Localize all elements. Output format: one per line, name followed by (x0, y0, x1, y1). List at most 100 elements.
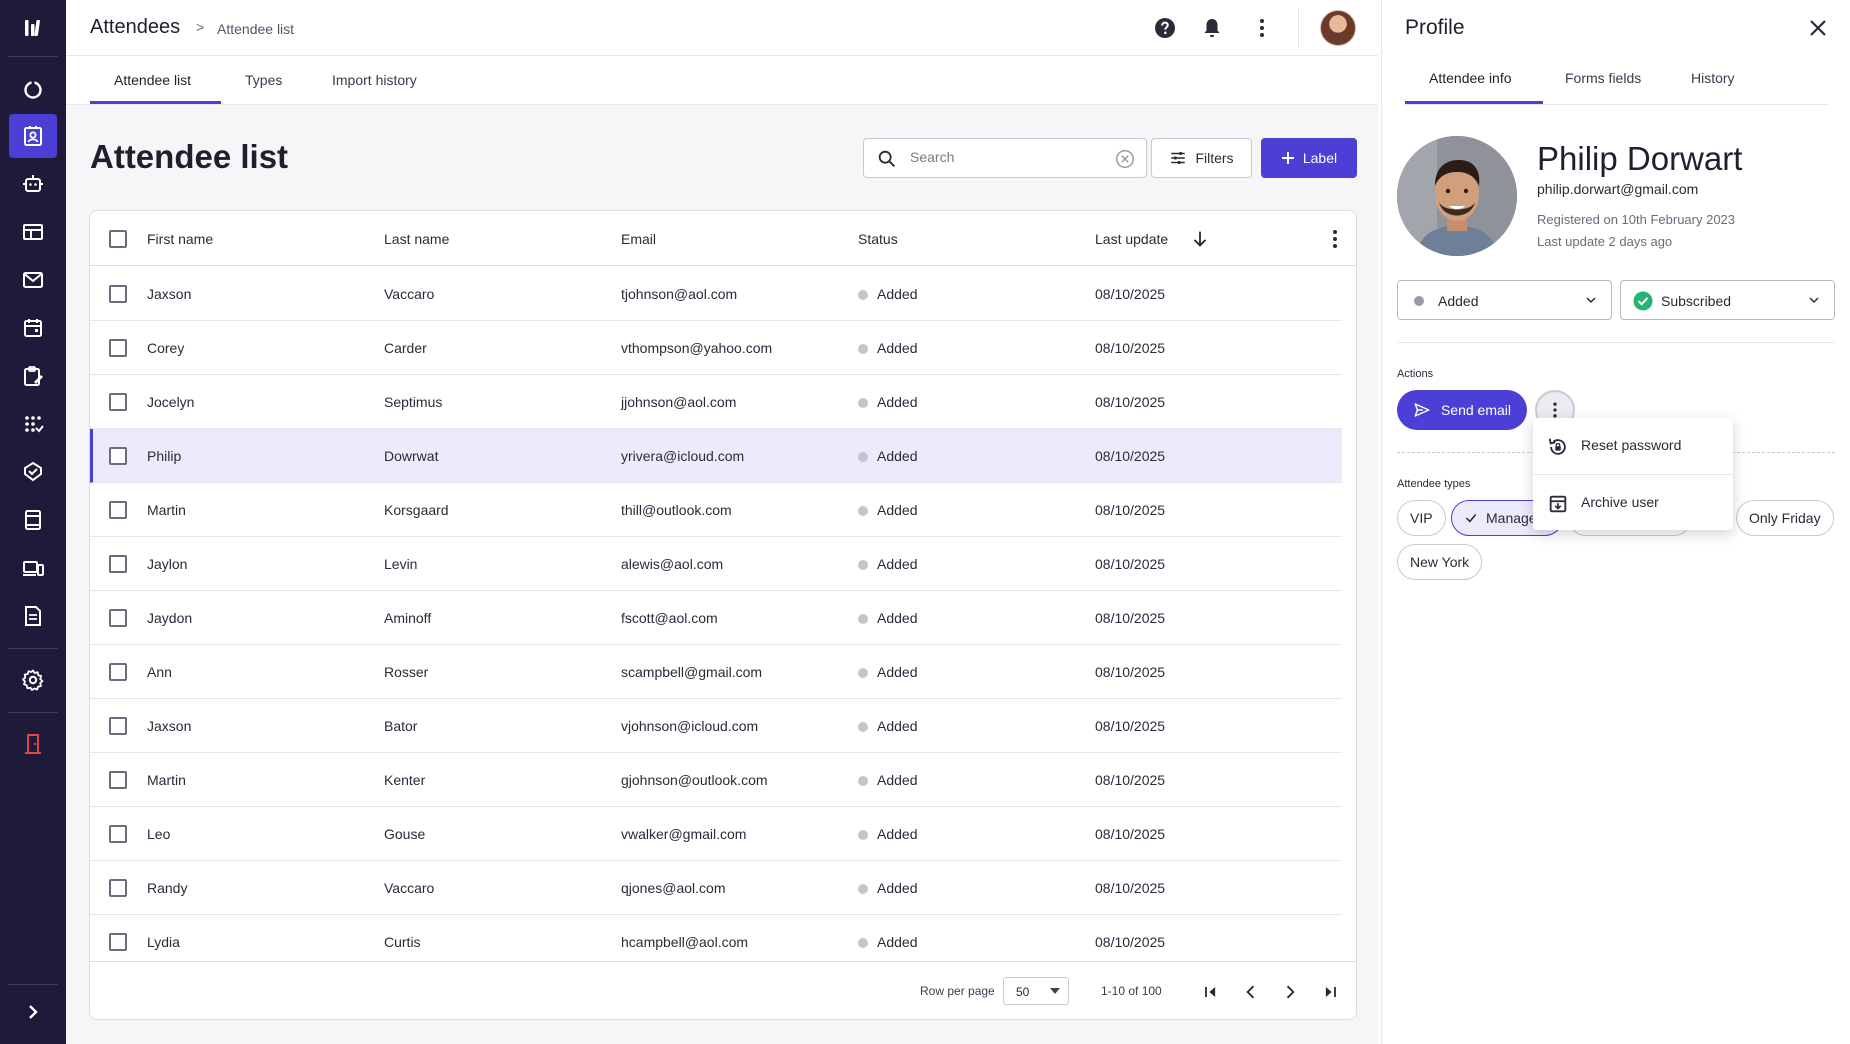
subscription-select[interactable]: Subscribed (1620, 280, 1835, 320)
breadcrumb-root[interactable]: Attendees (90, 16, 181, 38)
tab-forms-fields[interactable]: Forms fields (1565, 70, 1642, 86)
last-name-cell: Aminoff (384, 610, 432, 626)
last-update-cell: 08/10/2025 (1095, 826, 1166, 842)
last-update-cell: 08/10/2025 (1095, 880, 1166, 896)
column-first-name[interactable]: First name (147, 231, 214, 247)
clear-search-icon[interactable] (1114, 148, 1136, 170)
filters-button[interactable]: Filters (1151, 138, 1252, 178)
last-page-icon[interactable] (1318, 980, 1342, 1004)
column-email[interactable]: Email (621, 231, 657, 247)
last-name-cell: Bator (384, 718, 418, 734)
close-panel-icon[interactable] (1806, 16, 1830, 40)
menu-item-archive-user[interactable]: Archive user (1533, 475, 1733, 531)
tab-history[interactable]: History (1691, 70, 1735, 86)
row-checkbox[interactable] (109, 339, 127, 357)
sort-arrow-down-icon[interactable] (1189, 228, 1211, 250)
add-label-button[interactable]: Label (1261, 138, 1357, 178)
table-row[interactable]: Jocelyn Septimus jjohnson@aol.com Added 08/1… (90, 375, 1342, 429)
tab-import-history[interactable]: Import history (332, 72, 417, 88)
table-row[interactable]: Jaxson Vaccaro tjohnson@aol.com Added 08/10/… (90, 267, 1342, 321)
nav-logout-icon[interactable] (9, 722, 57, 766)
search-input[interactable] (910, 149, 1100, 165)
nav-settings-icon[interactable] (9, 658, 57, 702)
row-checkbox[interactable] (109, 285, 127, 303)
nav-robot-icon[interactable] (9, 162, 57, 206)
table-row[interactable]: Corey Carder vthompson@yahoo.com Added 08/10… (90, 321, 1342, 375)
first-name-cell: Martin (147, 772, 186, 788)
table-row[interactable]: Martin Korsgaard thill@outlook.com Added 08/… (90, 483, 1342, 537)
notification-bell-icon[interactable] (1198, 14, 1226, 42)
actions-dropdown-menu: Reset password Archive user (1533, 418, 1733, 530)
rows-per-page-select[interactable]: 50 (1003, 977, 1069, 1005)
status-select[interactable]: Added (1397, 280, 1612, 320)
search-field[interactable] (863, 138, 1147, 178)
nav-document-icon[interactable] (9, 594, 57, 638)
tab-attendee-list[interactable]: Attendee list (114, 72, 192, 88)
column-last-name[interactable]: Last name (384, 231, 450, 247)
table-row[interactable]: Leo Gouse vwalker@gmail.com Added 08/10/2025 (90, 807, 1342, 861)
table-row[interactable]: Philip Dowrwat yrivera@icloud.com Added 08/1… (90, 429, 1342, 483)
row-checkbox[interactable] (109, 933, 127, 951)
app-logo[interactable] (0, 0, 66, 56)
type-chip-vip[interactable]: VIP (1397, 500, 1446, 536)
row-checkbox[interactable] (109, 879, 127, 897)
status-dot (858, 938, 868, 948)
nav-clipboard-icon[interactable] (9, 354, 57, 398)
nav-dashboard-icon[interactable] (9, 68, 57, 112)
select-all-checkbox[interactable] (109, 230, 127, 248)
table-row[interactable]: Ann Rosser scampbell@gmail.com Added 08/10/2… (90, 645, 1342, 699)
expand-nav-chevron-icon[interactable] (9, 990, 57, 1034)
row-checkbox[interactable] (109, 555, 127, 573)
nav-badge-icon[interactable] (9, 450, 57, 494)
row-checkbox[interactable] (109, 609, 127, 627)
table-header: First name Last name Email Status Last u… (90, 211, 1356, 266)
table-pagination: Row per page 50 1-10 of 100 (90, 961, 1356, 1019)
table-row[interactable]: Randy Vaccaro qjones@aol.com Added 08/10/202… (90, 861, 1342, 915)
first-page-icon[interactable] (1199, 980, 1223, 1004)
nav-attendees-icon[interactable] (9, 114, 57, 158)
last-update-cell: 08/10/2025 (1095, 664, 1166, 680)
last-name-cell: Carder (384, 340, 427, 356)
first-name-cell: Jocelyn (147, 394, 195, 410)
row-checkbox[interactable] (109, 825, 127, 843)
nav-page-layout-icon[interactable] (9, 210, 57, 254)
previous-page-icon[interactable] (1239, 980, 1263, 1004)
tab-attendee-info[interactable]: Attendee info (1429, 70, 1512, 86)
column-options-icon[interactable] (1323, 227, 1347, 251)
add-label-text: Label (1302, 150, 1338, 166)
status-cell: Added (877, 448, 918, 464)
type-chip-only-friday[interactable]: Only Friday (1736, 500, 1834, 536)
next-page-icon[interactable] (1278, 980, 1302, 1004)
user-avatar[interactable] (1320, 10, 1356, 46)
column-last-update[interactable]: Last update (1095, 231, 1169, 247)
send-email-button[interactable]: Send email (1397, 390, 1527, 430)
main-content: Attendees > Attendee list Attendee list … (66, 0, 1378, 1044)
row-checkbox[interactable] (109, 771, 127, 789)
row-checkbox[interactable] (109, 717, 127, 735)
tab-types[interactable]: Types (245, 72, 283, 88)
email-cell: alewis@aol.com (621, 556, 724, 572)
row-checkbox[interactable] (109, 393, 127, 411)
last-update-cell: 08/10/2025 (1095, 934, 1166, 950)
nav-devices-icon[interactable] (9, 546, 57, 590)
attendee-types-label: Attendee types (1397, 478, 1471, 490)
menu-item-reset-password[interactable]: Reset password (1533, 418, 1733, 474)
last-update-cell: 08/10/2025 (1095, 610, 1166, 626)
column-status[interactable]: Status (858, 231, 898, 247)
nav-apps-icon[interactable] (9, 402, 57, 446)
row-checkbox[interactable] (109, 447, 127, 465)
nav-tablet-icon[interactable] (9, 498, 57, 542)
table-row[interactable]: Jaylon Levin alewis@aol.com Added 08/10/2025 (90, 537, 1342, 591)
status-cell: Added (877, 556, 918, 572)
nav-calendar-icon[interactable] (9, 306, 57, 350)
status-dot (858, 290, 868, 300)
row-checkbox[interactable] (109, 663, 127, 681)
nav-mail-icon[interactable] (9, 258, 57, 302)
more-vert-icon[interactable] (1248, 14, 1276, 42)
table-row[interactable]: Jaydon Aminoff fscott@aol.com Added 08/10/20… (90, 591, 1342, 645)
type-chip-new-york[interactable]: New York (1397, 544, 1483, 580)
row-checkbox[interactable] (109, 501, 127, 519)
table-row[interactable]: Jaxson Bator vjohnson@icloud.com Added 08/10… (90, 699, 1342, 753)
table-row[interactable]: Martin Kenter gjohnson@outlook.com Added 08/… (90, 753, 1342, 807)
help-icon[interactable] (1151, 14, 1179, 42)
